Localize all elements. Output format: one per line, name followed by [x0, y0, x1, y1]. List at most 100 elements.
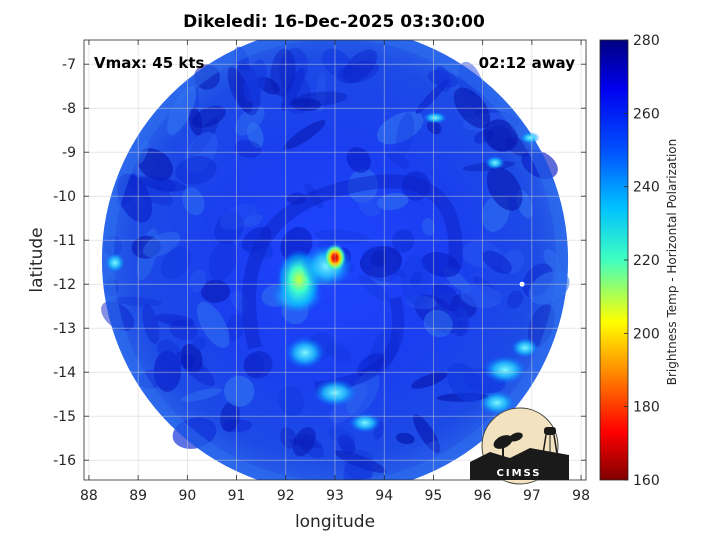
y-tick-label: -8 [62, 101, 76, 117]
texture-patch [377, 192, 409, 211]
texture-patch [243, 351, 273, 379]
texture-patch [359, 246, 403, 278]
texture-patch [291, 91, 348, 107]
texture-patch [446, 305, 470, 337]
texture-patch [358, 274, 390, 302]
texture-patch [137, 176, 186, 192]
x-tick-label: 92 [277, 488, 295, 504]
colorbar-tick-label: 240 [633, 180, 660, 196]
y-tick-label: -16 [53, 453, 76, 469]
texture-patch [431, 283, 461, 312]
y-tick-label: -9 [62, 145, 76, 161]
colorbar [599, 39, 629, 481]
texture-patch [395, 112, 415, 158]
x-tick-label: 90 [178, 488, 196, 504]
texture-patch [175, 156, 217, 185]
texture-patch [290, 98, 322, 111]
texture-patch [225, 313, 245, 341]
x-tick-label: 93 [326, 488, 344, 504]
texture-patch [421, 217, 435, 236]
colorbar-ticks: 160 180 200 220 240 260 280 [624, 33, 660, 489]
texture-patch [346, 147, 371, 173]
y-tick-label: -13 [53, 321, 76, 337]
logo-text: CIMSS [497, 468, 542, 479]
texture-patch [192, 336, 207, 350]
texture-patch [336, 61, 380, 84]
x-tick-label: 98 [572, 488, 590, 504]
texture-patch [180, 343, 203, 374]
texture-patch [169, 319, 198, 341]
convective-cell [285, 336, 325, 369]
texture-patch [155, 313, 195, 327]
x-tick-label: 88 [80, 488, 98, 504]
texture-patch [196, 301, 230, 349]
texture-patch [208, 239, 238, 281]
colorbar-tick-label: 260 [633, 106, 660, 122]
convective-cell [423, 111, 447, 124]
x-tick-label: 95 [425, 488, 443, 504]
x-tick-label: 97 [523, 488, 541, 504]
texture-patch [334, 450, 386, 473]
texture-patch [189, 107, 203, 136]
texture-patch [247, 122, 264, 149]
texture-patch [387, 151, 410, 169]
texture-patch [227, 67, 253, 113]
texture-patch [243, 59, 267, 103]
texture-patch [338, 434, 356, 454]
texture-patch [401, 171, 431, 201]
texture-patch [157, 339, 180, 361]
time-away-annotation: 02:12 away [479, 54, 576, 72]
texture-patch [234, 105, 265, 136]
convective-cell [511, 337, 539, 358]
texture-patch [486, 166, 523, 211]
texture-patch [223, 375, 255, 407]
texture-patch [137, 148, 174, 182]
texture-patch [409, 438, 449, 462]
texture-patch [506, 290, 524, 309]
texture-patch [283, 120, 326, 150]
texture-patch [421, 252, 461, 278]
y-tick-label: -10 [53, 189, 76, 205]
texture-patch [410, 271, 422, 287]
texture-patch [460, 285, 503, 309]
texture-patch [344, 449, 375, 480]
colorbar-tick-label: 220 [633, 253, 660, 269]
chart-title: Dikeledi: 16-Dec-2025 03:30:00 [183, 12, 485, 32]
texture-patch [278, 386, 305, 417]
texture-patch [321, 48, 354, 79]
x-tick-label: 91 [228, 488, 246, 504]
colorbar-tick-label: 280 [633, 33, 660, 49]
texture-patch [423, 309, 453, 338]
texture-patch [411, 371, 448, 389]
texture-patch [292, 427, 316, 457]
x-tick-label: 94 [375, 488, 393, 504]
texture-patch [200, 279, 231, 303]
texture-patch [270, 48, 296, 97]
texture-patch [220, 203, 258, 230]
colorbar-label: Brightness Temp - Horizontal Polarizatio… [665, 139, 679, 386]
texture-patch [347, 168, 379, 204]
y-tick-label: -7 [62, 57, 76, 73]
convective-cell [349, 412, 381, 433]
texture-patch [243, 353, 265, 377]
convective-cell [520, 131, 540, 144]
cimss-logo: CIMSS [470, 407, 569, 485]
x-axis-label: longitude [295, 512, 375, 532]
texture-patch [357, 352, 385, 378]
x-axis: 88 89 90 91 92 93 94 95 96 97 98 [80, 40, 590, 504]
convective-cell [479, 390, 515, 415]
texture-patch [358, 192, 383, 217]
vmax-annotation: Vmax: 45 kts [94, 54, 204, 72]
texture-patch [234, 140, 262, 158]
y-tick-label: -15 [53, 409, 76, 425]
texture-patch [376, 111, 424, 145]
convective-cell [105, 252, 125, 273]
convective-cell [483, 355, 527, 384]
texture-patch [391, 229, 415, 253]
texture-patch [220, 401, 240, 432]
texture-patch [189, 269, 207, 293]
texture-patch [342, 49, 378, 83]
colorbar-tick-label: 160 [633, 473, 660, 489]
swath-image [101, 40, 570, 480]
texture-patch [182, 187, 205, 216]
